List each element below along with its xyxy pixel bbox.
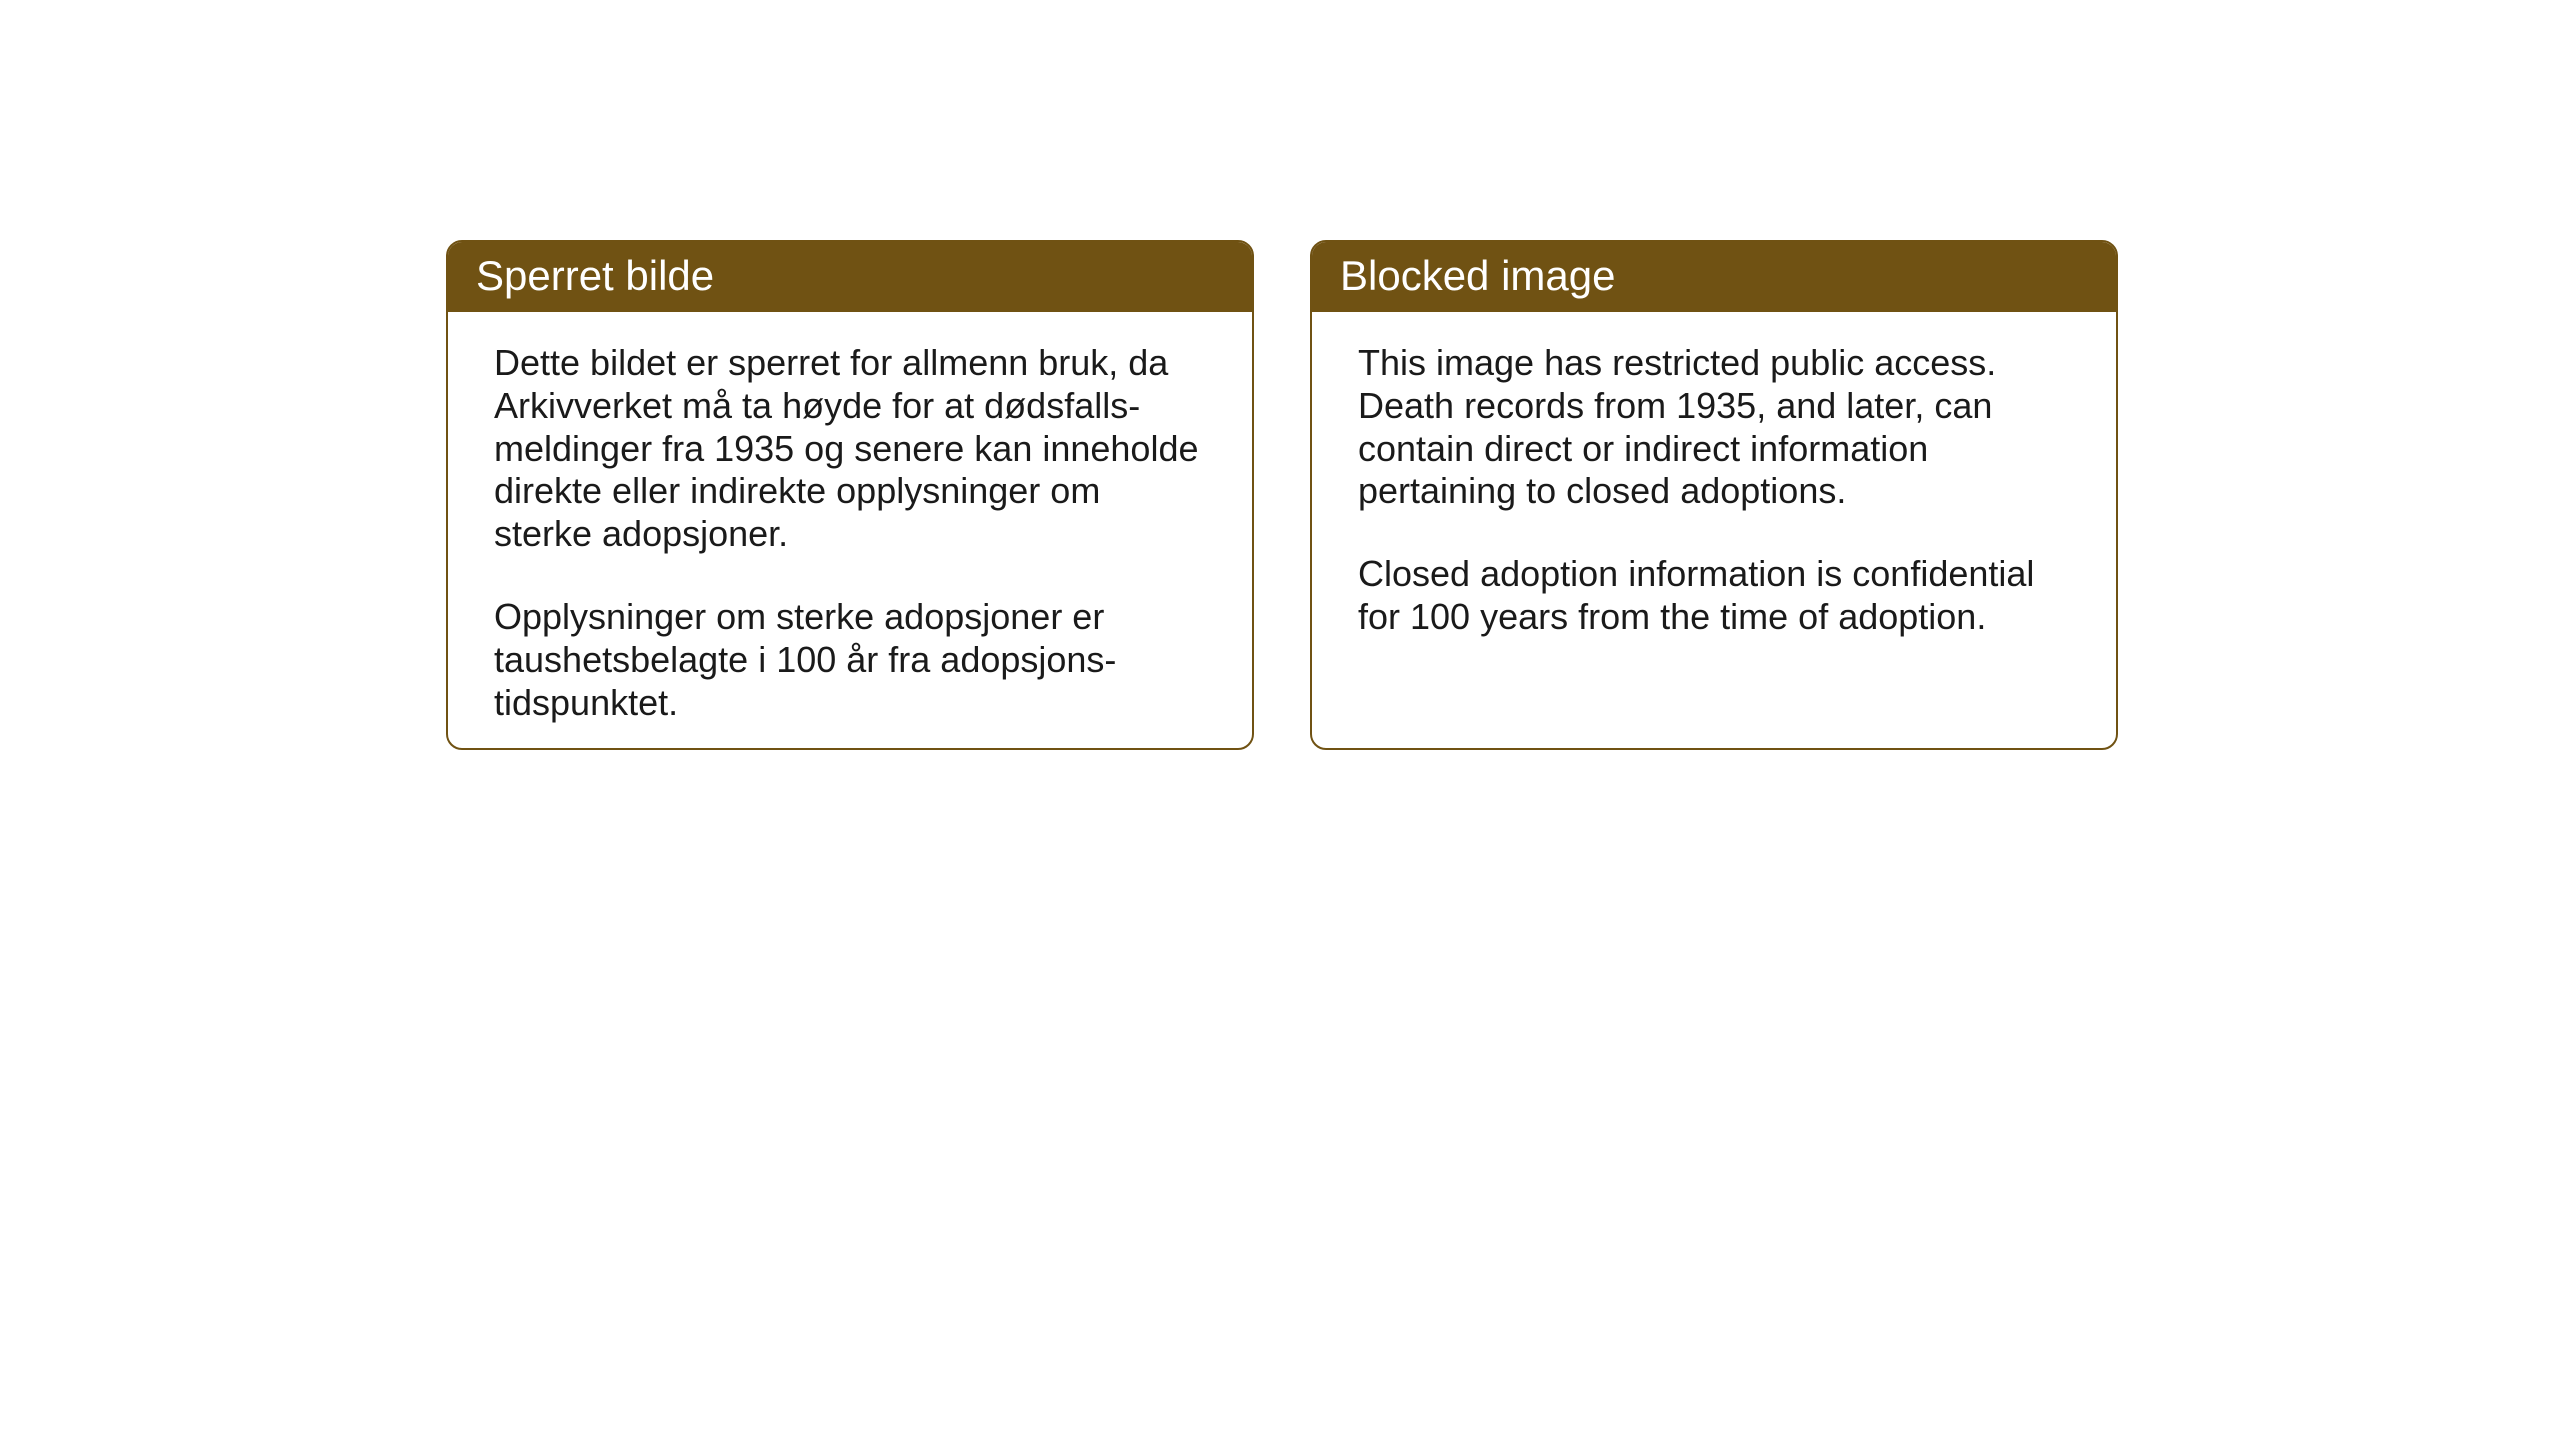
card-paragraph: Dette bildet er sperret for allmenn bruk… bbox=[494, 342, 1206, 556]
card-header: Blocked image bbox=[1312, 242, 2116, 312]
card-body: This image has restricted public access.… bbox=[1312, 312, 2116, 669]
card-paragraph: Opplysninger om sterke adopsjoner er tau… bbox=[494, 596, 1206, 724]
card-body: Dette bildet er sperret for allmenn bruk… bbox=[448, 312, 1252, 750]
card-paragraph: Closed adoption information is confident… bbox=[1358, 553, 2070, 639]
notice-card-norwegian: Sperret bilde Dette bildet er sperret fo… bbox=[446, 240, 1254, 750]
card-paragraph: This image has restricted public access.… bbox=[1358, 342, 2070, 513]
card-header: Sperret bilde bbox=[448, 242, 1252, 312]
notice-card-english: Blocked image This image has restricted … bbox=[1310, 240, 2118, 750]
card-title: Sperret bilde bbox=[476, 252, 714, 299]
notice-container: Sperret bilde Dette bildet er sperret fo… bbox=[446, 240, 2118, 750]
card-title: Blocked image bbox=[1340, 252, 1615, 299]
